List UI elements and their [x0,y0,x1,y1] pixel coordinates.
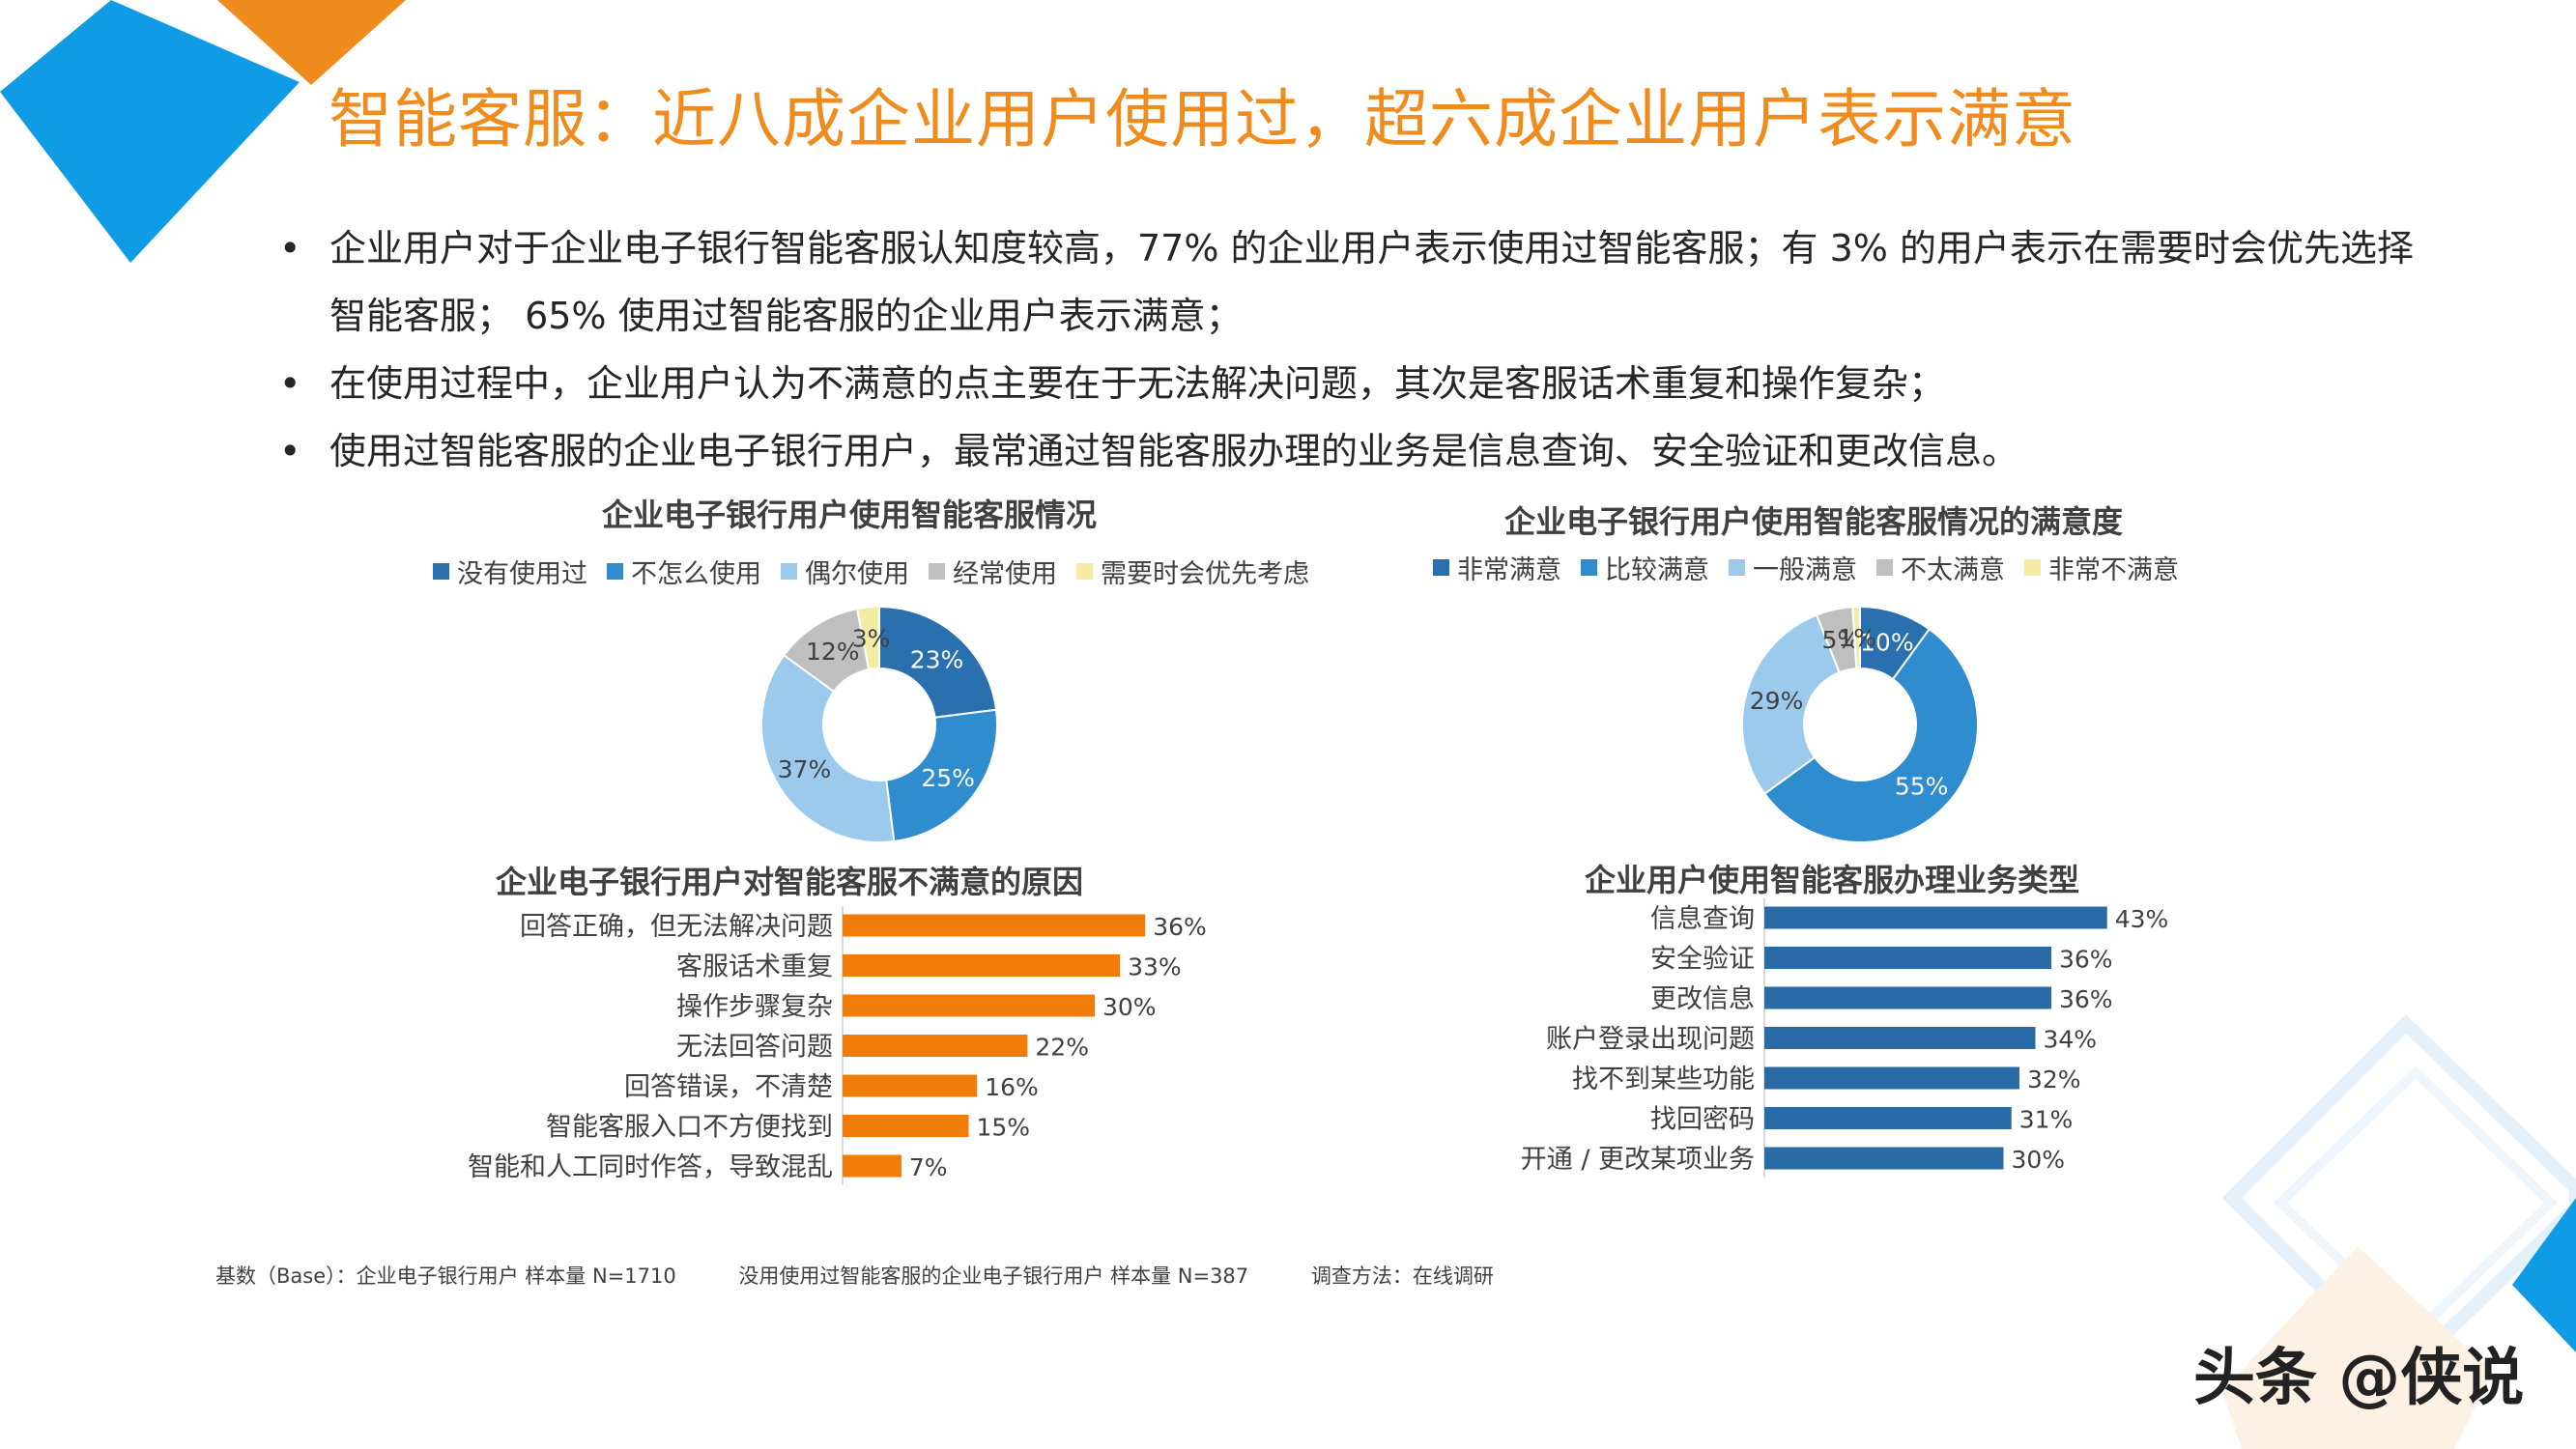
bar-category-label: 智能和人工同时作答，导致混乱 [468,1152,833,1182]
reasons-bar-chart: 回答正确，但无法解决问题 36% 客服话术重复 33% 操作步骤复杂 30% 无法回答问题 2… [468,906,1207,1185]
donut-slice-label: 23% [910,645,964,673]
bullet-list: 企业用户对于企业电子银行智能客服认知度较高，77% 的企业用户表示使用过智能客服… [275,214,2449,485]
bar [1764,1147,2004,1170]
bar-value-label: 22% [1035,1034,1089,1062]
legend-item: 没有使用过 [433,553,587,590]
donut-slice-label: 37% [778,755,832,783]
satisfaction-chart-legend: 非常满意 比较满意 一般满意 不太满意 非常不满意 [1433,549,2179,586]
business-bar-chart: 信息查询 43% 安全验证 36% 更改信息 36% 账户登录出现问题 34% 找不到某些功能 3… [1521,898,2169,1178]
bar [843,914,1146,937]
bar-category-label: 安全验证 [1650,945,1755,975]
bar [1764,1107,2012,1129]
bar-value-label: 36% [2059,985,2113,1013]
bar-category-label: 信息查询 [1650,904,1755,934]
satisfaction-chart-title: 企业电子银行用户使用智能客服情况的满意度 [1504,503,2124,540]
bar-category-label: 账户登录出现问题 [1546,1025,1755,1055]
donut-slice [1741,613,1841,796]
bar [1764,906,2107,929]
bullet-item: 企业用户对于企业电子银行智能客服认知度较高，77% 的企业用户表示使用过智能客服… [275,214,2449,350]
bar [1764,1066,2019,1090]
bar-value-label: 16% [985,1073,1039,1101]
bar-value-label: 43% [2115,905,2169,933]
footnote-method: 调查方法：在线调研 [1310,1264,1494,1288]
bar-category-label: 更改信息 [1650,984,1755,1014]
legend-item: 经常使用 [929,553,1057,590]
legend-item: 一般满意 [1729,549,1857,586]
bar-value-label: 33% [1128,953,1182,981]
donut-slice-label: 1% [1838,624,1876,652]
satisfaction-donut-chart: 10%55%29%5%1% [1741,605,1979,843]
decoration-top-left [0,0,406,263]
bullet-item: 使用过智能客服的企业电子银行用户，最常通过智能客服办理的业务是信息查询、安全验证… [275,417,2449,485]
bar [843,954,1121,977]
donut-slice [878,605,998,719]
donut-slice-label: 29% [1750,687,1804,715]
watermark: 头条 @侠说 [2193,1343,2525,1414]
bar [1764,1027,2036,1049]
bullet-item: 在使用过程中，企业用户认为不满意的点主要在于无法解决问题，其次是客服话术重复和操… [275,350,2449,417]
bar [1764,986,2051,1009]
bar-category-label: 回答错误，不清楚 [624,1072,833,1102]
donut-slice-label: 3% [852,624,891,652]
bar-value-label: 30% [2012,1146,2066,1174]
bar-value-label: 34% [2044,1026,2098,1054]
donut-slice-label: 10% [1860,628,1914,656]
footnote-base: 基数（Base）：企业电子银行用户 样本量 N=1710 [215,1264,676,1288]
bar-category-label: 客服话术重复 [676,952,833,982]
page-title: 智能客服：近八成企业用户使用过，超六成企业用户表示满意 [329,82,2076,156]
footnote-sub: 没用使用过智能客服的企业电子银行用户 样本量 N=387 [738,1264,1249,1288]
bar-category-label: 找不到某些功能 [1572,1065,1755,1094]
bar [843,1154,902,1178]
business-chart-title: 企业用户使用智能客服办理业务类型 [1585,862,2080,898]
reasons-chart-title: 企业电子银行用户对智能客服不满意的原因 [496,864,1084,900]
legend-item: 非常满意 [1433,549,1561,586]
bar-category-label: 找回密码 [1650,1105,1755,1135]
bar-category-label: 回答正确，但无法解决问题 [520,912,833,942]
bar-value-label: 31% [2019,1106,2074,1134]
usage-chart-title: 企业电子银行用户使用智能客服情况 [602,497,1098,533]
donut-slice-label: 55% [1895,773,1949,801]
legend-item: 不太满意 [1876,549,2005,586]
bar [843,1115,969,1137]
legend-item: 偶尔使用 [781,553,909,590]
donut-slice-label: 25% [921,764,975,792]
donut-slice [885,708,998,843]
bar-category-label: 智能客服入口不方便找到 [546,1113,833,1143]
legend-item: 需要时会优先考虑 [1076,553,1309,590]
bar [843,1035,1028,1057]
donut-slice [1851,605,1861,670]
footnote: 基数（Base）：企业电子银行用户 样本量 N=1710 没用使用过智能客服的企… [215,1261,1550,1290]
decoration-bottom-right [2222,1014,2576,1449]
bar-category-label: 开通 / 更改某项业务 [1521,1145,1755,1175]
donut-slice [760,653,896,843]
legend-item: 不怎么使用 [607,553,761,590]
donut-slice-label: 12% [806,638,860,666]
bar-value-label: 7% [909,1153,948,1181]
bar-value-label: 30% [1102,993,1157,1021]
bar-category-label: 操作步骤复杂 [676,992,833,1022]
legend-item: 比较满意 [1581,549,1709,586]
bar-value-label: 36% [2059,946,2113,974]
bar [1764,947,2051,969]
bar-value-label: 36% [1153,913,1207,941]
bar [843,994,1095,1017]
bar-category-label: 无法回答问题 [676,1033,833,1063]
bar-value-label: 32% [2027,1065,2081,1094]
bar [843,1074,978,1097]
donut-slice [855,605,880,671]
usage-chart-legend: 没有使用过 不怎么使用 偶尔使用 经常使用 需要时会优先考虑 [433,553,1309,590]
legend-item: 非常不满意 [2024,549,2179,586]
usage-donut-chart: 23% 25% 37% 12%3% [760,605,998,843]
bar-value-label: 15% [977,1114,1031,1142]
donut-slice [1762,627,1979,843]
